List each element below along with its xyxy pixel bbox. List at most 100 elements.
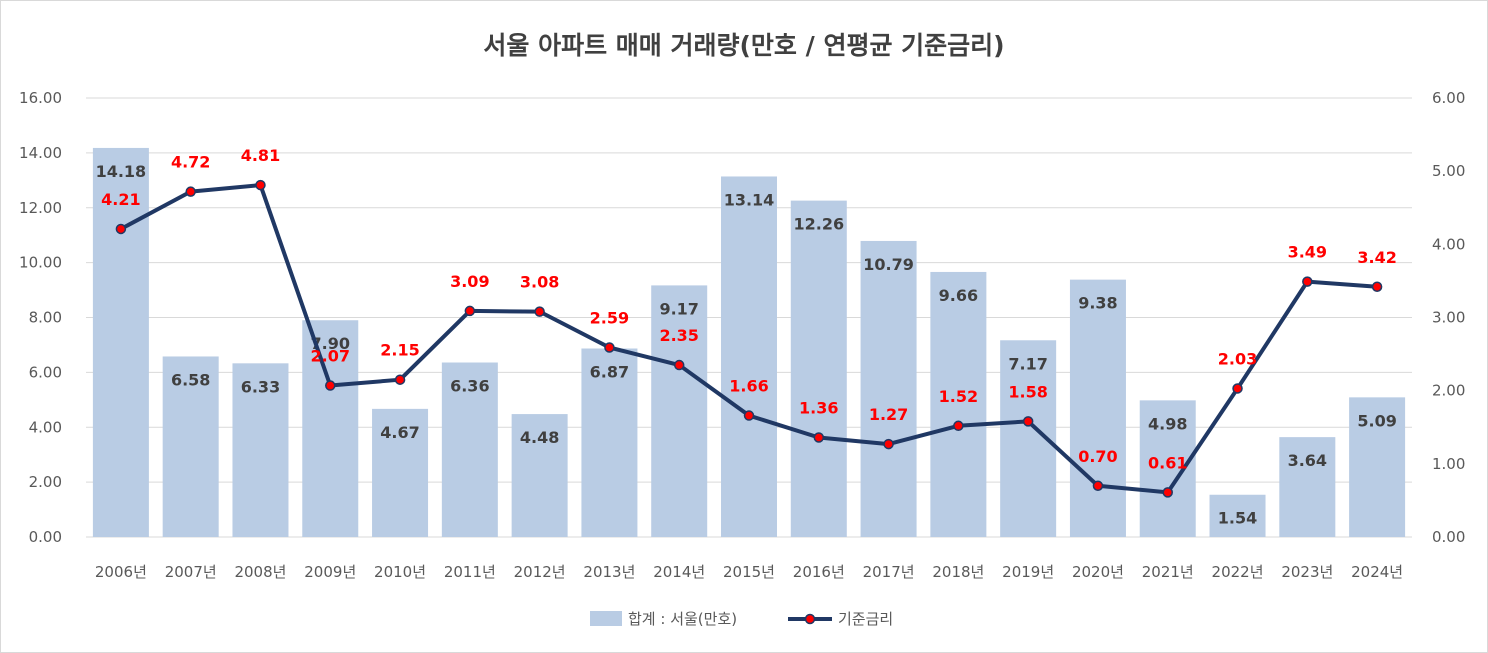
bar [302, 320, 359, 537]
rate-point [743, 410, 755, 421]
x-tick-label: 2007년 [165, 563, 217, 581]
y-left-tick-label: 2.00 [29, 473, 62, 491]
x-tick-label: 2021년 [1142, 563, 1194, 581]
bar-data-label: 3.64 [1288, 451, 1327, 470]
rate-point [115, 223, 127, 235]
legend-label-bar: 합계 : 서울(만호) [628, 610, 737, 628]
x-tick-label: 2019년 [1002, 563, 1054, 581]
bar [372, 408, 429, 537]
x-tick-label: 2022년 [1212, 563, 1264, 581]
rate-point [394, 374, 406, 385]
x-tick-label: 2013년 [583, 563, 635, 581]
bar-data-label: 4.48 [520, 428, 559, 447]
bar-data-label: 5.09 [1357, 411, 1396, 430]
x-tick-label: 2015년 [723, 563, 775, 581]
bar [1069, 279, 1126, 537]
y-right-tick-label: 0.00 [1432, 528, 1465, 546]
rate-data-label: 1.36 [799, 398, 838, 417]
y-left-tick-label: 12.00 [19, 199, 62, 217]
bar-data-label: 4.67 [380, 423, 419, 442]
legend-swatch-marker [804, 613, 816, 625]
bar [930, 271, 987, 537]
bar [860, 240, 917, 537]
bar-data-label: 9.66 [939, 286, 978, 305]
rate-data-label: 1.27 [869, 405, 908, 424]
rate-data-label: 2.35 [659, 326, 698, 345]
bar [92, 147, 149, 537]
x-tick-label: 2023년 [1281, 563, 1333, 581]
rate-data-label: 4.72 [171, 153, 210, 172]
rate-data-label: 4.21 [101, 190, 140, 209]
rate-data-label: 0.61 [1148, 453, 1187, 472]
bar [1279, 437, 1336, 537]
bar-data-label: 10.79 [863, 255, 914, 274]
bar [1139, 400, 1196, 537]
bar-data-label: 4.98 [1148, 414, 1187, 433]
rate-point [534, 306, 545, 317]
rate-point [1302, 276, 1313, 287]
bar [721, 176, 777, 537]
y-right-tick-label: 3.00 [1432, 309, 1465, 327]
rate-data-label: 3.09 [450, 272, 489, 291]
x-tick-label: 2024년 [1351, 563, 1403, 581]
rate-data-label: 1.66 [729, 377, 768, 396]
rate-point [1022, 416, 1034, 427]
x-tick-label: 2014년 [653, 563, 705, 581]
rate-data-label: 2.03 [1218, 349, 1257, 368]
y-left-tick-label: 8.00 [29, 309, 62, 327]
x-tick-label: 2011년 [444, 563, 496, 581]
bar [1209, 494, 1266, 537]
legend-swatch-bar [590, 611, 622, 626]
bar-data-label: 6.87 [590, 363, 629, 382]
x-tick-label: 2020년 [1072, 563, 1124, 581]
x-tick-label: 2008년 [234, 563, 286, 581]
x-tick-label: 2009년 [304, 563, 356, 581]
y-left-tick-label: 4.00 [29, 418, 62, 436]
bar-data-label: 13.14 [724, 190, 775, 209]
rate-data-label: 1.52 [939, 387, 978, 406]
rate-data-label: 3.42 [1357, 248, 1396, 267]
x-tick-label: 2018년 [932, 563, 984, 581]
rate-point [953, 420, 964, 432]
rate-point [1162, 487, 1173, 498]
bar-data-label: 7.90 [311, 334, 350, 353]
rate-point [604, 342, 615, 353]
rate-point [255, 179, 266, 191]
chart-title: 서울 아파트 매매 거래량(만호 / 연평균 기준금리) [483, 31, 1005, 60]
bar [581, 348, 638, 537]
rate-point [1371, 281, 1383, 293]
bar [162, 356, 219, 537]
legend-label-line: 기준금리 [838, 610, 893, 628]
rate-data-label: 2.07 [311, 347, 350, 366]
bar [651, 285, 708, 537]
bar [511, 414, 568, 537]
x-tick-label: 2006년 [95, 563, 147, 581]
bar-data-label: 9.17 [659, 299, 698, 318]
bar-data-label: 6.36 [450, 376, 489, 395]
y-left-tick-label: 6.00 [29, 363, 62, 381]
bar-data-label: 6.58 [171, 370, 210, 389]
y-right-tick-label: 5.00 [1432, 162, 1465, 180]
x-tick-label: 2010년 [374, 563, 426, 581]
y-right-tick-label: 1.00 [1432, 455, 1465, 473]
x-tick-label: 2016년 [793, 563, 845, 581]
bar-data-label: 14.18 [96, 162, 147, 181]
bar [441, 362, 498, 537]
y-left-tick-label: 16.00 [19, 89, 62, 107]
bar-data-label: 1.54 [1218, 509, 1257, 528]
bar-data-label: 9.38 [1078, 294, 1117, 313]
bar-data-label: 12.26 [793, 215, 844, 234]
rate-point [883, 438, 894, 450]
bar [232, 363, 289, 537]
rate-point [464, 305, 476, 317]
rate-data-label: 0.70 [1078, 447, 1117, 466]
rate-point [185, 186, 196, 197]
y-right-tick-label: 6.00 [1432, 89, 1465, 107]
rate-point [325, 380, 336, 391]
y-left-tick-label: 10.00 [19, 254, 62, 272]
rate-data-label: 3.49 [1288, 243, 1327, 262]
bar [790, 200, 847, 537]
bar-data-label: 7.17 [1008, 354, 1047, 373]
rate-point [1232, 383, 1243, 394]
